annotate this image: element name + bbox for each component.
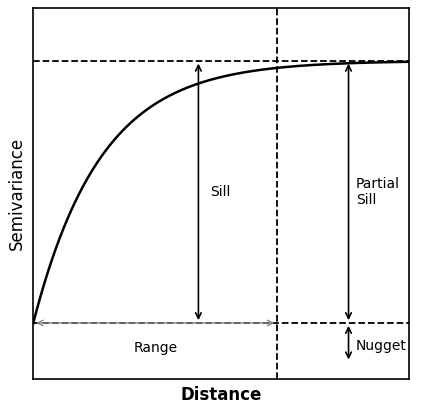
Text: Range: Range (133, 341, 177, 355)
Y-axis label: Semivariance: Semivariance (8, 137, 26, 250)
Text: Partial
Sill: Partial Sill (356, 177, 400, 207)
X-axis label: Distance: Distance (180, 386, 262, 404)
Text: Nugget: Nugget (356, 339, 407, 353)
Text: Sill: Sill (210, 185, 230, 199)
